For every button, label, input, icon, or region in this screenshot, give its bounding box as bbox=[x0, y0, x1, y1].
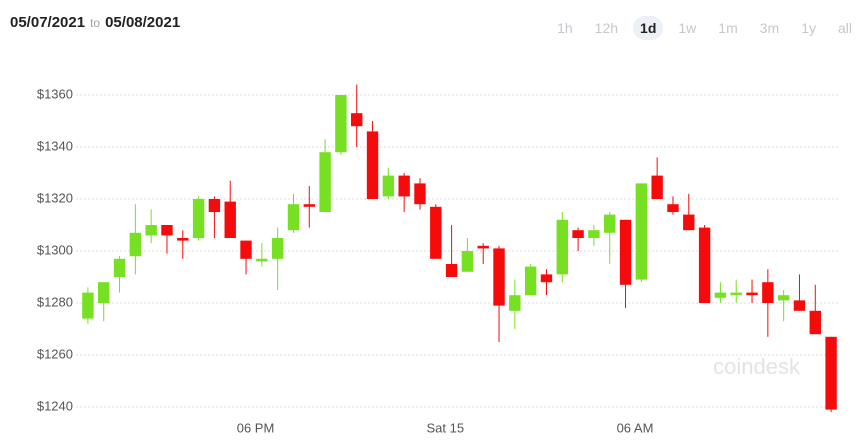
y-tick-label: $1340 bbox=[37, 138, 73, 153]
candle-body bbox=[414, 183, 426, 205]
range-selector: 1h 12h 1d 1w 1m 3m 1y all bbox=[546, 16, 863, 40]
candle-body bbox=[667, 204, 679, 212]
y-tick-label: $1360 bbox=[37, 86, 73, 101]
date-to: 05/08/2021 bbox=[105, 14, 181, 31]
candle-body bbox=[366, 131, 379, 199]
candle-body bbox=[493, 248, 505, 306]
candle-body bbox=[240, 240, 252, 259]
candle-body bbox=[556, 219, 568, 275]
candle-body bbox=[730, 292, 742, 296]
x-tick-label: Sat 15 bbox=[426, 420, 464, 435]
candle-body bbox=[335, 95, 347, 153]
candle-body bbox=[192, 199, 205, 238]
candle-body bbox=[825, 336, 837, 410]
range-button[interactable]: 1y bbox=[801, 20, 816, 36]
range-button[interactable]: 1w bbox=[678, 20, 697, 36]
candle-body bbox=[445, 264, 458, 277]
range-button[interactable]: all bbox=[837, 20, 852, 36]
candle-body bbox=[224, 201, 236, 238]
candle-body bbox=[82, 292, 94, 319]
y-tick-label: $1320 bbox=[37, 190, 73, 205]
range-button[interactable]: 12h bbox=[594, 20, 619, 36]
y-tick-label: $1260 bbox=[37, 346, 73, 361]
candle-body bbox=[509, 295, 521, 311]
candle-body bbox=[683, 214, 695, 231]
candle-body bbox=[303, 204, 315, 207]
candle-body bbox=[177, 238, 189, 241]
candle-body bbox=[604, 214, 616, 233]
candle-body bbox=[287, 204, 300, 231]
candle-body bbox=[635, 183, 648, 280]
candle-body bbox=[762, 282, 774, 303]
candle-body bbox=[145, 225, 157, 236]
range-button[interactable]: 1d bbox=[633, 16, 664, 40]
range-button[interactable]: 1m bbox=[718, 20, 738, 36]
candle-body bbox=[524, 266, 537, 296]
candle-body bbox=[271, 238, 284, 259]
date-range: 05/07/2021 to 05/08/2021 bbox=[10, 14, 180, 31]
range-button[interactable]: 1h bbox=[557, 20, 573, 36]
candle-body bbox=[714, 292, 727, 298]
range-button[interactable]: 3m bbox=[759, 20, 780, 36]
candle-body bbox=[208, 199, 221, 212]
candle-body bbox=[398, 175, 410, 197]
candle-body bbox=[98, 282, 110, 303]
y-tick-label: $1300 bbox=[37, 242, 73, 257]
y-tick-label: $1240 bbox=[37, 398, 73, 413]
watermark: coindesk bbox=[713, 354, 801, 379]
candle-body bbox=[113, 258, 126, 277]
y-tick-label: $1280 bbox=[37, 294, 73, 309]
candle-body bbox=[129, 232, 142, 257]
candle-body bbox=[746, 292, 758, 296]
candle-body bbox=[809, 310, 821, 335]
date-from: 05/07/2021 bbox=[10, 14, 86, 31]
candle-body bbox=[777, 295, 790, 301]
candle-body bbox=[319, 152, 331, 212]
candle-body bbox=[572, 230, 584, 238]
candle-body bbox=[382, 175, 395, 197]
candle-body bbox=[351, 113, 363, 127]
candle-body bbox=[588, 230, 600, 238]
date-separator: to bbox=[90, 16, 101, 30]
candle-body bbox=[256, 258, 268, 262]
x-tick-label: 06 PM bbox=[237, 420, 275, 435]
candle-body bbox=[698, 227, 711, 303]
candle-body bbox=[161, 225, 173, 236]
candle-body bbox=[430, 206, 442, 259]
candle-body bbox=[477, 245, 489, 249]
candle-body bbox=[461, 251, 474, 272]
candle-body bbox=[619, 219, 632, 285]
candle-body bbox=[793, 300, 806, 311]
candle-body bbox=[651, 175, 663, 199]
x-tick-label: 06 AM bbox=[617, 420, 654, 435]
candle-body bbox=[540, 274, 553, 283]
